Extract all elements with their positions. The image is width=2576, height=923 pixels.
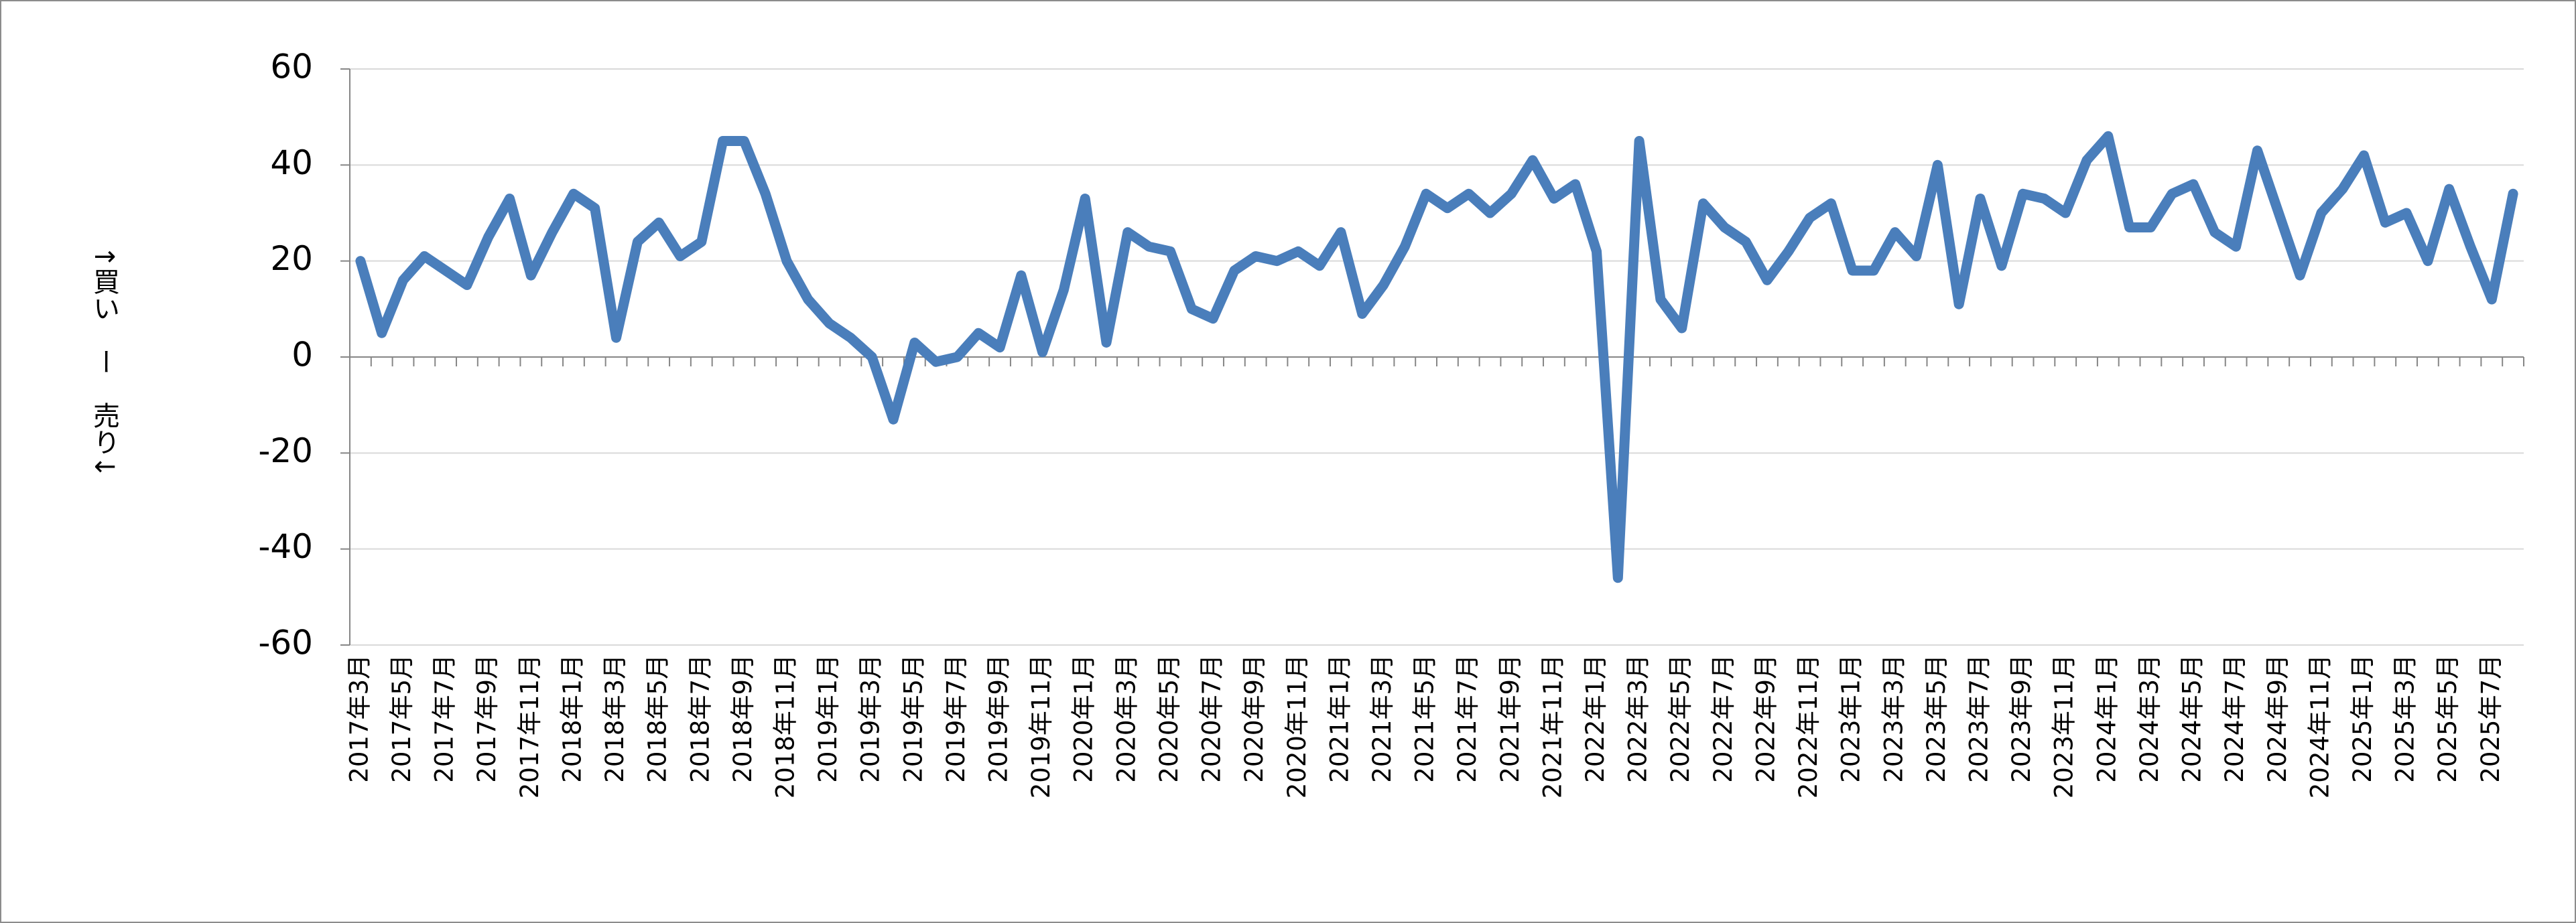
y-tick-label: 0 xyxy=(292,336,313,374)
x-tick-label: 2019年5月 xyxy=(899,654,927,783)
x-tick-label: 2020年7月 xyxy=(1198,654,1226,783)
y-tick-label: -60 xyxy=(258,624,313,662)
x-tick-label: 2022年7月 xyxy=(1709,654,1738,783)
x-tick-label: 2024年11月 xyxy=(2305,654,2334,798)
x-tick-label: 2018年5月 xyxy=(643,654,672,783)
x-tick-label: 2021年9月 xyxy=(1496,654,1525,783)
x-tick-label: 2021年1月 xyxy=(1325,654,1354,783)
x-tick-label: 2019年7月 xyxy=(942,654,970,783)
x-tick-label: 2020年3月 xyxy=(1112,654,1141,783)
x-tick-label: 2019年11月 xyxy=(1027,654,1055,798)
x-tick-label: 2022年3月 xyxy=(1624,654,1653,783)
x-tick-label: 2021年7月 xyxy=(1453,654,1482,783)
x-tick-label: 2017年9月 xyxy=(472,654,501,783)
y-tick-label: -20 xyxy=(258,431,313,470)
x-tick-label: 2020年9月 xyxy=(1240,654,1269,783)
x-tick-label: 2020年5月 xyxy=(1155,654,1183,783)
x-tick-label: 2018年3月 xyxy=(600,654,629,783)
x-tick-label: 2024年7月 xyxy=(2220,654,2249,783)
x-tick-label: 2024年1月 xyxy=(2092,654,2121,783)
x-tick-label: 2025年5月 xyxy=(2433,654,2462,783)
x-tick-label: 2019年9月 xyxy=(984,654,1013,783)
y-tick-label: -40 xyxy=(258,527,313,566)
x-tick-label: 2023年7月 xyxy=(1965,654,1994,783)
x-tick-label: 2024年5月 xyxy=(2178,654,2207,783)
x-tick-label: 2021年11月 xyxy=(1538,654,1567,798)
x-tick-label: 2019年1月 xyxy=(814,654,842,783)
y-tick-label: 20 xyxy=(270,239,313,278)
x-tick-label: 2023年11月 xyxy=(2050,654,2079,798)
data-line xyxy=(355,131,2518,583)
y-tick-label: 60 xyxy=(270,48,313,86)
x-tick-label: 2025年3月 xyxy=(2391,654,2420,783)
x-tick-label: 2023年9月 xyxy=(2007,654,2036,783)
x-tick-label: 2018年11月 xyxy=(771,654,799,798)
x-tick-label: 2019年3月 xyxy=(856,654,885,783)
x-tick-label: 2022年1月 xyxy=(1581,654,1610,783)
x-tick-label: 2017年7月 xyxy=(430,654,459,783)
x-tick-label: 2025年7月 xyxy=(2476,654,2505,783)
x-tick-label: 2022年9月 xyxy=(1751,654,1780,783)
x-tick-label: 2017年5月 xyxy=(387,654,416,783)
x-tick-label: 2021年3月 xyxy=(1368,654,1397,783)
x-tick-label: 2024年9月 xyxy=(2263,654,2292,783)
y-tick-label: 40 xyxy=(270,143,313,182)
x-tick-label: 2023年3月 xyxy=(1879,654,1908,783)
x-tick-label: 2018年7月 xyxy=(686,654,714,783)
x-tick-label: 2018年9月 xyxy=(728,654,757,783)
x-tick-label: 2018年1月 xyxy=(558,654,586,783)
x-tick-label: 2023年1月 xyxy=(1837,654,1866,783)
x-tick-label: 2022年11月 xyxy=(1794,654,1823,798)
x-tick-label: 2021年5月 xyxy=(1411,654,1439,783)
x-tick-label: 2020年1月 xyxy=(1070,654,1098,783)
y-axis-label: ↑買い ー 売り↓ xyxy=(88,245,119,478)
x-tick-label: 2023年5月 xyxy=(1922,654,1951,783)
x-tick-label: 2017年3月 xyxy=(344,654,373,783)
x-tick-label: 2022年5月 xyxy=(1666,654,1695,783)
x-tick-label: 2017年11月 xyxy=(515,654,544,798)
x-tick-label: 2024年3月 xyxy=(2135,654,2164,783)
x-tick-label: 2025年1月 xyxy=(2348,654,2377,783)
x-tick-label: 2020年11月 xyxy=(1283,654,1311,798)
